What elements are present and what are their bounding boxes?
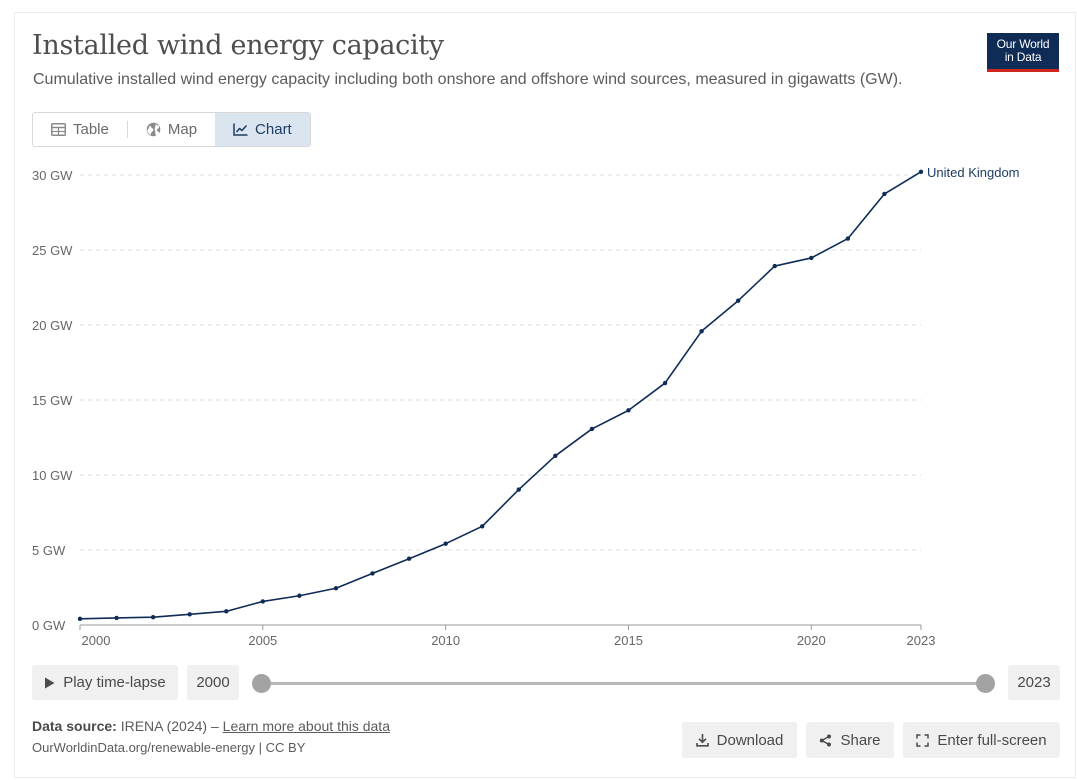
x-tick-label: 2020 bbox=[797, 633, 826, 648]
y-axis-ticks: 0 GW 5 GW 10 GW 15 GW 20 GW 25 GW 30 GW bbox=[32, 168, 73, 633]
x-tick-label: 2015 bbox=[614, 633, 643, 648]
data-point[interactable] bbox=[297, 593, 302, 598]
download-button[interactable]: Download bbox=[682, 722, 797, 758]
y-tick-label: 10 GW bbox=[32, 468, 73, 483]
tab-chart-label: Chart bbox=[255, 121, 292, 138]
tab-table[interactable]: Table bbox=[33, 113, 127, 146]
chart-frame bbox=[14, 12, 1076, 778]
start-year-value: 2000 bbox=[196, 674, 230, 691]
data-point[interactable] bbox=[699, 328, 704, 334]
y-tick-label: 0 GW bbox=[32, 618, 66, 633]
play-timelapse-button[interactable]: Play time-lapse bbox=[32, 665, 178, 700]
timeline-start-handle[interactable] bbox=[252, 674, 271, 693]
data-point[interactable] bbox=[406, 556, 412, 561]
globe-icon bbox=[146, 122, 161, 137]
data-point[interactable] bbox=[260, 599, 266, 604]
end-year-input[interactable]: 2023 bbox=[1008, 665, 1060, 700]
data-point[interactable] bbox=[150, 615, 156, 620]
x-tick-label: 2023 bbox=[907, 633, 936, 648]
data-source: Data source: IRENA (2024) – Learn more a… bbox=[32, 718, 390, 734]
data-point[interactable] bbox=[77, 616, 83, 622]
line-chart-icon bbox=[233, 123, 248, 136]
data-point[interactable] bbox=[845, 236, 851, 241]
data-point[interactable] bbox=[553, 453, 558, 458]
owid-logo[interactable]: Our World in Data bbox=[987, 33, 1059, 72]
chart-title: Installed wind energy capacity bbox=[32, 30, 444, 61]
tab-divider bbox=[126, 121, 128, 138]
learn-more-link[interactable]: Learn more about this data bbox=[222, 718, 390, 734]
fullscreen-button[interactable]: Enter full-screen bbox=[903, 722, 1060, 758]
chart-subtitle: Cumulative installed wind energy capacit… bbox=[33, 71, 903, 88]
data-point[interactable] bbox=[882, 191, 887, 197]
download-icon bbox=[695, 734, 709, 747]
view-tabs: Table Map Chart bbox=[32, 112, 311, 147]
data-point[interactable] bbox=[333, 586, 339, 591]
tab-map-label: Map bbox=[167, 121, 198, 138]
data-point[interactable] bbox=[480, 524, 485, 529]
logo-line-2: in Data bbox=[1004, 50, 1042, 64]
data-point[interactable] bbox=[662, 380, 668, 386]
data-point[interactable] bbox=[187, 612, 192, 617]
data-point[interactable] bbox=[918, 169, 924, 175]
y-tick-label: 20 GW bbox=[32, 318, 73, 333]
source-label: Data source: bbox=[32, 718, 117, 734]
data-point[interactable] bbox=[626, 408, 631, 413]
play-icon bbox=[45, 677, 55, 688]
timeline-end-handle[interactable] bbox=[976, 674, 995, 693]
series-label: United Kingdom bbox=[927, 165, 1020, 180]
share-icon bbox=[820, 734, 832, 746]
download-label: Download bbox=[716, 731, 784, 749]
tab-map[interactable]: Map bbox=[128, 113, 215, 146]
license-text: OurWorldinData.org/renewable-energy | CC… bbox=[32, 740, 306, 755]
start-year-input[interactable]: 2000 bbox=[187, 665, 239, 700]
x-tick-label: 2000 bbox=[82, 633, 111, 648]
series-line bbox=[79, 171, 922, 620]
share-label: Share bbox=[840, 731, 881, 749]
data-point[interactable] bbox=[772, 263, 777, 269]
tab-chart[interactable]: Chart bbox=[215, 113, 310, 146]
tab-table-label: Table bbox=[73, 121, 109, 138]
y-tick-label: 25 GW bbox=[32, 243, 73, 258]
logo-line-1: Our World bbox=[996, 37, 1050, 51]
share-button[interactable]: Share bbox=[806, 722, 894, 758]
y-tick-label: 5 GW bbox=[32, 543, 66, 558]
y-tick-label: 30 GW bbox=[32, 168, 73, 183]
x-tick-label: 2010 bbox=[431, 633, 460, 648]
x-axis: 2000 2005 2010 2015 2020 2023 bbox=[79, 624, 936, 648]
x-tick-label: 2005 bbox=[248, 633, 277, 648]
fullscreen-label: Enter full-screen bbox=[937, 731, 1047, 749]
fullscreen-icon bbox=[916, 733, 930, 747]
source-text: IRENA (2024) – bbox=[120, 718, 219, 734]
data-point[interactable] bbox=[114, 615, 119, 621]
timeline-slider-track[interactable] bbox=[262, 682, 984, 685]
play-timelapse-label: Play time-lapse bbox=[63, 674, 166, 691]
data-point[interactable] bbox=[516, 487, 521, 492]
data-point[interactable] bbox=[809, 255, 814, 261]
table-icon bbox=[51, 123, 66, 136]
data-point[interactable] bbox=[370, 571, 375, 576]
y-tick-label: 15 GW bbox=[32, 393, 73, 408]
data-point[interactable] bbox=[443, 541, 448, 546]
series-layer: United Kingdom bbox=[77, 165, 1020, 622]
grid-lines bbox=[80, 174, 921, 551]
data-point[interactable] bbox=[224, 609, 229, 614]
data-point[interactable] bbox=[735, 298, 741, 303]
end-year-value: 2023 bbox=[1017, 674, 1051, 691]
data-point[interactable] bbox=[589, 426, 595, 432]
